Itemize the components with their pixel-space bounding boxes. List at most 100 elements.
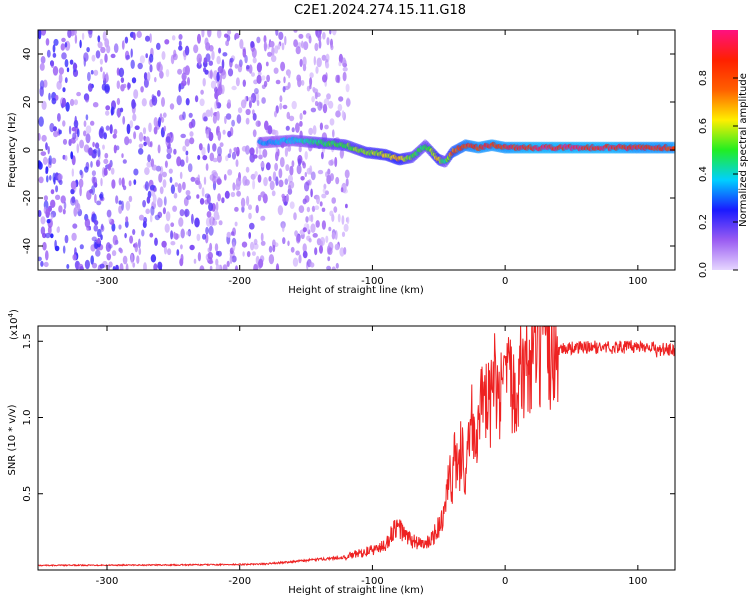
heatmap-noise-cell — [321, 193, 327, 199]
heatmap-noise-cell — [194, 217, 200, 228]
heatmap-noise-cell — [205, 226, 209, 235]
heatmap-noise-cell — [231, 151, 237, 160]
heatmap-noise-cell — [187, 163, 193, 173]
heatmap-noise-cell — [161, 51, 166, 60]
heatmap-noise-cell — [334, 243, 340, 251]
heatmap-noise-cell — [191, 213, 194, 225]
heatmap-noise-cell — [170, 241, 176, 246]
heatmap-noise-cell — [248, 232, 251, 239]
heatmap-noise-cell — [210, 80, 217, 89]
heatmap-noise-cell — [271, 55, 277, 63]
heatmap-noise-cell — [79, 186, 82, 197]
heatmap-noise-cell — [79, 266, 84, 270]
heatmap-noise-cell — [142, 200, 147, 208]
heatmap-noise-cell — [134, 242, 139, 253]
heatmap-noise-cell — [87, 71, 91, 82]
colorbar-ticks: 0.0 0.2 0.4 0.6 0.8 — [698, 70, 738, 278]
heatmap-noise-cell — [281, 223, 285, 233]
heatmap-noise-cell — [315, 220, 320, 228]
heatmap-noise-cell — [262, 149, 268, 158]
heatmap-noise-cell — [299, 120, 303, 127]
heatmap-noise-cell — [343, 247, 347, 255]
heatmap-noise-cell — [68, 125, 72, 135]
heatmap-noise-cell — [197, 33, 201, 44]
heatmap-noise-cell — [125, 263, 129, 270]
heatmap-noise-cell — [62, 120, 66, 127]
heatmap-noise-cell — [275, 30, 279, 36]
heatmap-noise-cell — [162, 171, 167, 178]
heatmap-noise-cell — [248, 204, 252, 210]
heatmap-noise-cell — [312, 86, 316, 93]
heatmap-noise-cell — [258, 154, 263, 160]
heatmap-noise-cell — [299, 58, 303, 68]
heatmap-noise-cell — [163, 196, 167, 206]
heatmap-noise-cell — [140, 86, 144, 93]
heatmap-noise-cell — [231, 119, 236, 127]
colorbar-tick-label: 0.2 — [698, 214, 709, 230]
heatmap-noise-cell — [113, 128, 118, 135]
heatmap-noise-cell — [310, 214, 314, 223]
heatmap-noise-cell — [188, 112, 193, 118]
heatmap-noise-cell — [310, 223, 316, 233]
heatmap-noise-cell — [178, 45, 183, 51]
y-tick-label: 40 — [22, 48, 33, 61]
heatmap-noise-cell — [124, 36, 129, 44]
heatmap-noise-cell — [111, 179, 116, 189]
heatmap-noise-cell — [164, 223, 170, 233]
heatmap-noise-cell — [216, 55, 221, 65]
heatmap-noise-cell — [143, 141, 147, 147]
heatmap-noise-cell — [252, 179, 256, 190]
heatmap-noise-cell — [253, 243, 259, 250]
heatmap-noise-cell — [345, 98, 351, 107]
heatmap-noise-cell — [174, 182, 179, 188]
heatmap-noise-cell — [50, 233, 54, 239]
heatmap-noise-cell — [46, 49, 51, 58]
heatmap-noise-cell — [90, 161, 93, 168]
heatmap-noise-cell — [274, 130, 279, 137]
heatmap-noise-cell — [273, 67, 279, 74]
heatmap-noise-cell — [157, 197, 162, 207]
heatmap-noise-cell — [139, 55, 145, 64]
heatmap-noise-cell — [81, 32, 85, 41]
heatmap-noise-cell — [253, 238, 258, 245]
heatmap-noise-cell — [92, 141, 95, 148]
heatmap-noise-cell — [163, 125, 167, 132]
heatmap-noise-cell — [47, 146, 50, 155]
heatmap-noise-cell — [215, 264, 221, 270]
heatmap-noise-cell — [193, 258, 197, 264]
heatmap-noise-cell — [302, 162, 307, 169]
heatmap-noise-cell — [74, 247, 77, 256]
heatmap-noise-cell — [201, 30, 205, 38]
x-tick-label: -300 — [96, 576, 119, 587]
heatmap-noise-cell — [63, 201, 67, 210]
heatmap-noise-cell — [218, 220, 223, 226]
heatmap-noise-cell — [325, 53, 330, 63]
heatmap-noise-cell — [331, 266, 336, 270]
heatmap-noise-cell — [245, 117, 250, 125]
heatmap-noise-cell — [85, 114, 89, 121]
heatmap-noise-cell — [298, 205, 305, 214]
heatmap-noise-cell — [306, 206, 311, 213]
heatmap-noise-cell — [132, 32, 136, 41]
heatmap-noise-cell — [298, 33, 304, 39]
heatmap-noise-cell — [344, 169, 350, 179]
heatmap-noise-cell — [197, 252, 201, 262]
heatmap-noise-cell — [45, 169, 49, 175]
heatmap-noise-cell — [291, 160, 295, 168]
heatmap-noise-cell — [208, 131, 214, 142]
heatmap-noise-cell — [169, 176, 173, 183]
heatmap-noise-cell — [216, 71, 220, 82]
heatmap-noise-cell — [215, 250, 220, 256]
heatmap-noise-cell — [75, 261, 79, 270]
heatmap-noise-cell — [181, 72, 187, 81]
heatmap-noise-cell — [38, 256, 42, 262]
heatmap-noise-cell — [287, 240, 290, 247]
heatmap-noise-cell — [239, 39, 244, 49]
heatmap-noise-cell — [153, 117, 158, 127]
heatmap-noise-cell — [64, 155, 68, 161]
heatmap-noise-cell — [326, 93, 331, 100]
heatmap-noise-cell — [105, 125, 110, 131]
heatmap-noise-cell — [150, 205, 155, 216]
heatmap-noise-cell — [310, 188, 313, 198]
heatmap-noise-cell — [203, 57, 207, 64]
